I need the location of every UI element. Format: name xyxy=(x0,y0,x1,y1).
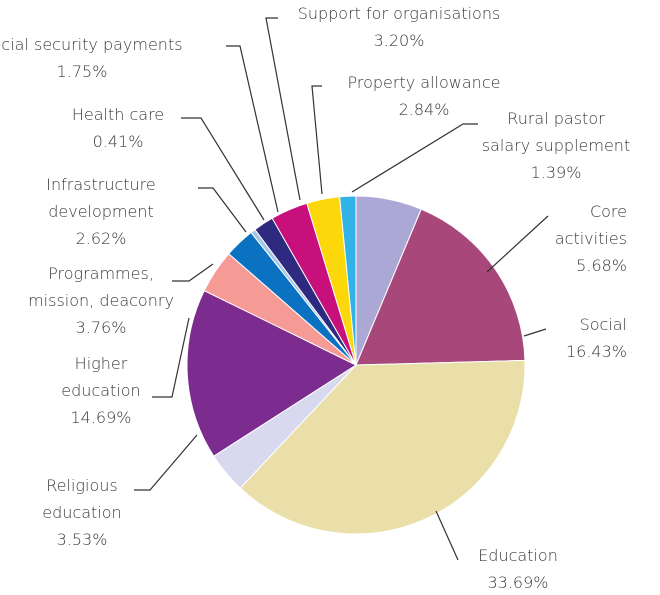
slice-name: Higher xyxy=(75,354,128,373)
slice-value: 33.69% xyxy=(487,573,548,592)
leader-line-higher-education xyxy=(152,317,190,398)
leader-line-support-for-organisations xyxy=(265,17,301,201)
leader-line-religious-education xyxy=(134,434,198,491)
slice-name: Infrastructure xyxy=(46,175,155,194)
slice-name: Programmes, xyxy=(48,264,154,283)
slice-label-programmes-mission-deaconry: Programmes, mission, deaconry 3.76% xyxy=(28,264,174,337)
slice-label-religious-education: Religious education 3.53% xyxy=(42,476,121,549)
leader-line-health-care xyxy=(181,117,265,221)
slice-label-social: Social 16.43% xyxy=(566,315,627,361)
leader-line-programmes-mission-deaconry xyxy=(172,263,214,282)
slice-label-infrastructure-development: Infrastructure development 2.62% xyxy=(46,175,155,248)
pie-slice-rural-pastor-salary-supplement xyxy=(339,195,357,366)
slice-name: education xyxy=(42,503,121,522)
slice-name: mission, deaconry xyxy=(28,291,174,310)
leader-line-property-allowance xyxy=(311,85,323,195)
leader-line-social-security-payments xyxy=(226,45,279,213)
slice-name: Health care xyxy=(72,105,164,124)
slice-label-core-activities: Core activities 5.68% xyxy=(555,202,627,275)
slice-value: 0.41% xyxy=(93,132,144,151)
slice-name: development xyxy=(48,202,154,221)
slice-value: 3.20% xyxy=(374,31,425,50)
leader-line-education xyxy=(435,510,459,561)
pie-slice-social xyxy=(355,208,526,366)
pie-slice-higher-education xyxy=(186,289,358,457)
slice-name: Social security payments xyxy=(0,35,183,54)
leader-line-core-activities xyxy=(486,215,549,273)
slice-name: Property allowance xyxy=(348,73,501,92)
slice-value: 2.84% xyxy=(399,100,450,119)
slice-name: education xyxy=(61,381,140,400)
slice-label-social-security-payments: Social security payments 1.75% xyxy=(0,35,183,81)
slice-name: Education xyxy=(478,546,558,565)
slice-value: 5.68% xyxy=(576,256,627,275)
slice-value: 1.39% xyxy=(531,163,582,182)
slice-name: salary supplement xyxy=(482,136,630,155)
pie-slices xyxy=(186,195,526,535)
slice-name: Core xyxy=(590,202,627,221)
slice-name: Rural pastor xyxy=(507,109,605,128)
slice-label-education: Education 33.69% xyxy=(478,546,558,592)
slice-value: 3.53% xyxy=(57,530,108,549)
leader-lines xyxy=(134,17,549,561)
slice-value: 3.76% xyxy=(76,318,127,337)
slice-labels: Core activities 5.68% Social 16.43% Education… xyxy=(0,4,630,592)
slice-value: 2.62% xyxy=(76,229,127,248)
slice-name: activities xyxy=(555,229,627,248)
leader-line-social xyxy=(523,328,547,337)
slice-value: 1.75% xyxy=(57,62,108,81)
slice-name: Support for organisations xyxy=(298,4,501,23)
leader-line-infrastructure-development xyxy=(198,187,247,233)
slice-value: 14.69% xyxy=(70,408,131,427)
slice-label-health-care: Health care 0.41% xyxy=(72,105,164,151)
leader-line-rural-pastor-salary-supplement xyxy=(351,123,478,193)
slice-label-higher-education: Higher education 14.69% xyxy=(61,354,140,427)
slice-name: Social xyxy=(580,315,627,334)
slice-label-support-for-organisations: Support for organisations 3.20% xyxy=(298,4,501,50)
pie-slice-education xyxy=(239,359,526,535)
slice-name: Religious xyxy=(46,476,117,495)
slice-label-property-allowance: Property allowance 2.84% xyxy=(348,73,501,119)
slice-value: 16.43% xyxy=(566,342,627,361)
slice-label-rural-pastor-salary-supplement: Rural pastor salary supplement 1.39% xyxy=(482,109,630,182)
